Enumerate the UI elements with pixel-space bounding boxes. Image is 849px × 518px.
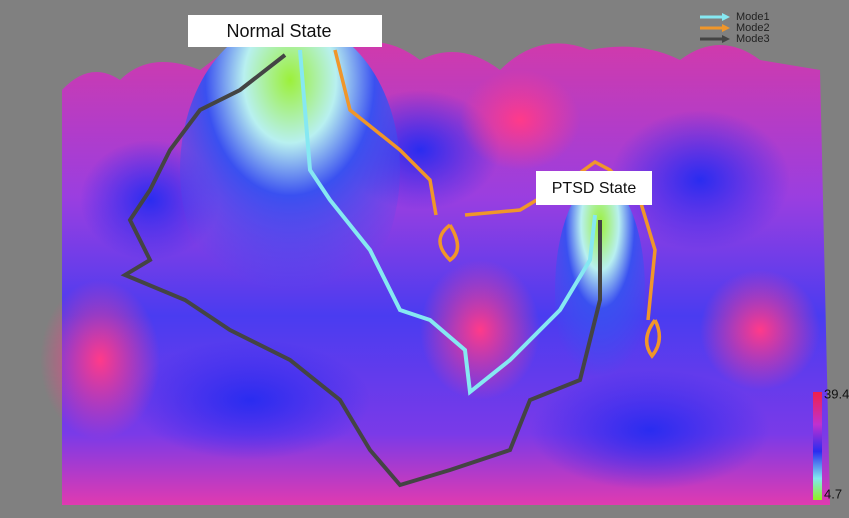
legend-label: Mode2 <box>736 22 770 34</box>
mode1-path <box>298 49 597 396</box>
label-box <box>188 15 382 47</box>
colorbar <box>813 392 822 500</box>
surface-texture <box>40 20 820 490</box>
label-box <box>536 171 652 205</box>
legend-label: Mode1 <box>736 11 770 23</box>
state-label: Normal State <box>226 21 331 41</box>
legend-arrowhead <box>722 13 730 21</box>
legend-label: Mode3 <box>736 33 770 45</box>
mode3-path <box>120 53 602 488</box>
legend-arrowhead <box>722 24 730 32</box>
colorbar-max: 39.4 <box>824 386 849 401</box>
legend-arrowhead <box>722 35 730 43</box>
state-label: PTSD State <box>552 180 637 197</box>
colorbar-min: 4.7 <box>824 486 842 501</box>
mode2-path <box>333 49 662 359</box>
